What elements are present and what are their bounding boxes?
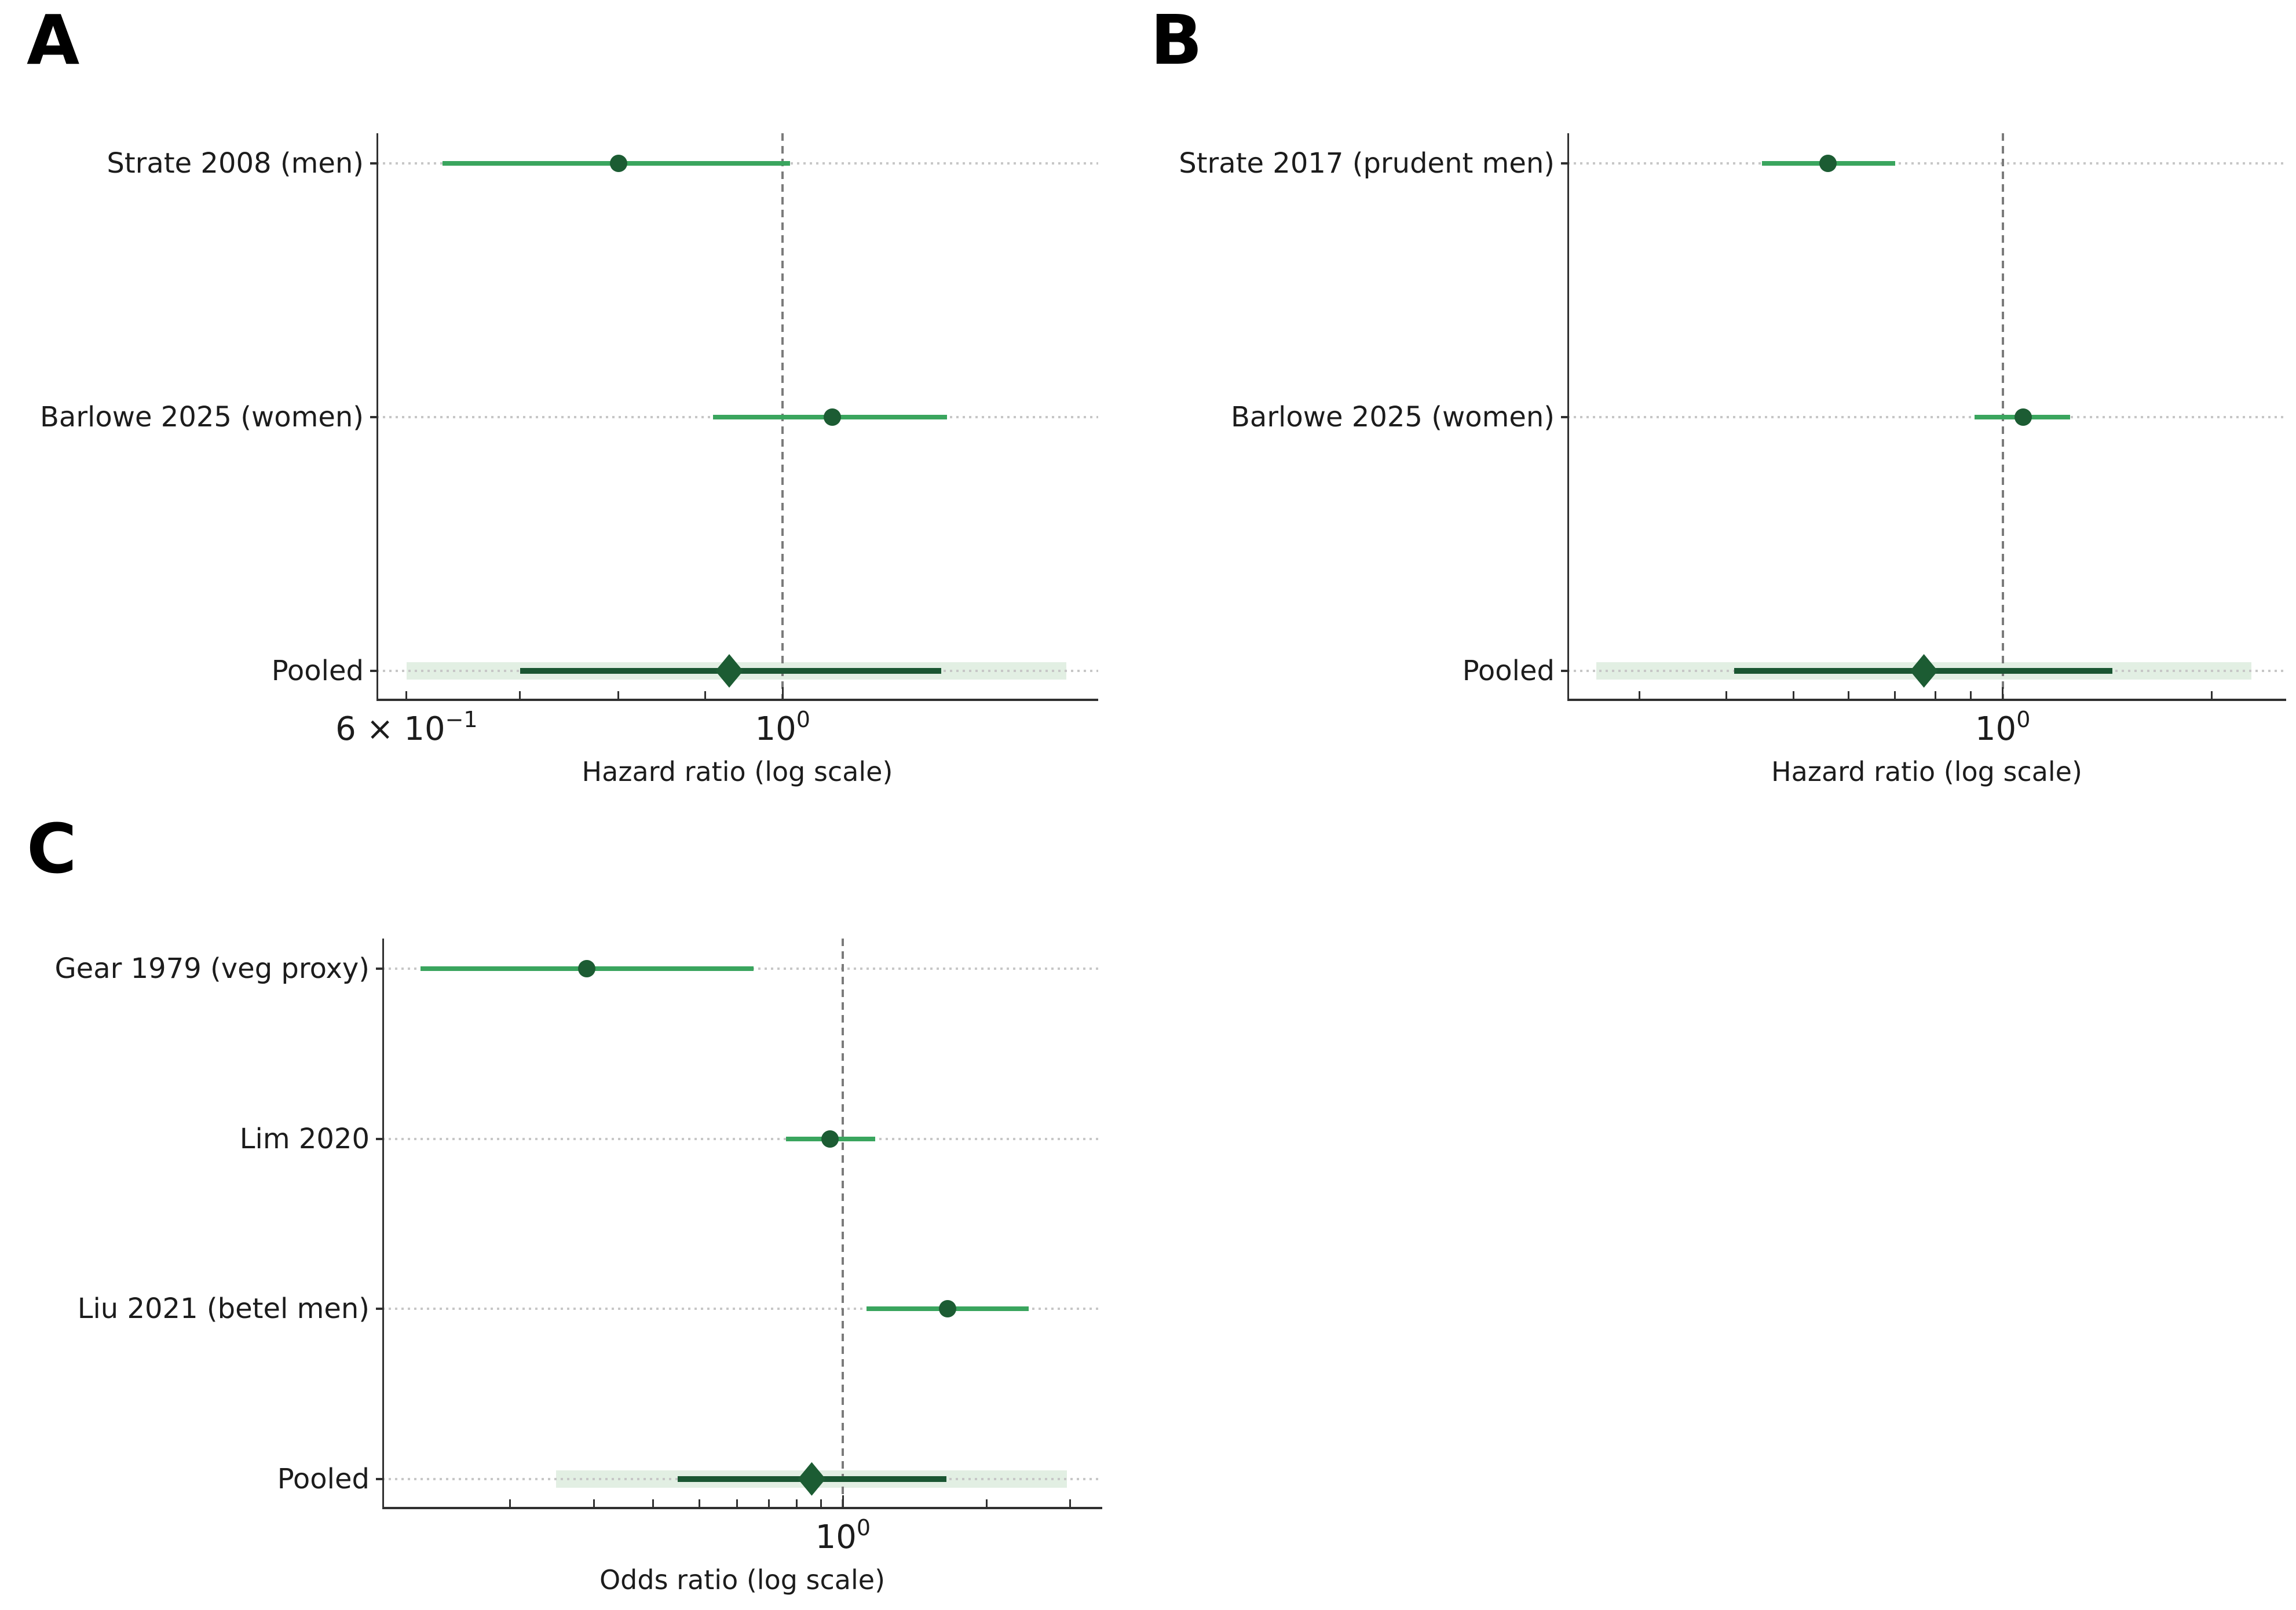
y-axis-tick — [370, 162, 376, 165]
x-minor-tick — [2210, 691, 2213, 699]
x-major-tick — [842, 1495, 844, 1507]
x-minor-tick — [617, 691, 620, 699]
x-major-tick — [2002, 687, 2004, 699]
x-minor-tick — [405, 691, 408, 699]
x-minor-tick — [985, 1499, 988, 1507]
x-minor-tick — [1725, 691, 1728, 699]
point-marker — [2014, 408, 2032, 426]
panel-c-letter: C — [27, 809, 77, 889]
x-minor-tick — [1639, 691, 1641, 699]
row-label: Lim 2020 — [239, 1122, 370, 1155]
row-label: Strate 2008 (men) — [107, 147, 364, 180]
y-axis-tick — [376, 1137, 382, 1140]
x-major-tick — [781, 687, 784, 699]
y-axis-tick — [376, 968, 382, 970]
y-axis-tick — [376, 1477, 382, 1480]
row-label: Gear 1979 (veg proxy) — [54, 952, 370, 985]
point-marker — [577, 960, 595, 978]
x-tick-label-exponent: 0 — [856, 1515, 871, 1540]
forest-plot-panel-b: Strate 2017 (prudent men) Barlowe 2025 (w… — [1179, 133, 2286, 787]
row-guide-dotline — [1567, 416, 2286, 418]
row-label: Pooled — [1462, 655, 1555, 688]
x-minor-tick — [704, 691, 706, 699]
x-tick-label-exponent: −1 — [445, 707, 478, 732]
row-label: Strate 2017 (prudent men) — [1179, 147, 1555, 180]
x-tick-label-base: 10 — [815, 1518, 857, 1556]
point-marker — [824, 408, 842, 426]
x-axis-line — [1567, 699, 2286, 701]
x-minor-tick — [1934, 691, 1936, 699]
unity-reference-line — [842, 939, 844, 1509]
x-minor-tick — [1848, 691, 1850, 699]
x-tick-label-exponent: 0 — [796, 707, 810, 732]
x-axis-title: Hazard ratio (log scale) — [1771, 756, 2082, 787]
x-minor-tick — [796, 1499, 798, 1507]
row-label: Pooled — [271, 655, 364, 688]
x-tick-label: 100 — [727, 1515, 959, 1561]
x-tick-label-base: 10 — [755, 710, 796, 748]
y-axis-tick — [376, 1308, 382, 1310]
x-minor-tick — [699, 1499, 701, 1507]
x-minor-tick — [820, 1499, 822, 1507]
x-axis-title: Odds ratio (log scale) — [599, 1564, 886, 1596]
panel-b-letter: B — [1150, 0, 1202, 80]
y-axis-tick — [1561, 416, 1567, 418]
pooled-diamond-marker — [715, 654, 743, 688]
x-axis-title: Hazard ratio (log scale) — [582, 756, 893, 787]
x-minor-tick — [1793, 691, 1795, 699]
x-minor-tick — [1069, 1499, 1072, 1507]
x-minor-tick — [519, 691, 521, 699]
x-tick-label: 6 × 10−1 — [291, 707, 522, 753]
panel-a-letter: A — [27, 0, 80, 80]
pooled-diamond-marker — [798, 1462, 826, 1496]
x-tick-label-base: 10 — [1975, 710, 2017, 748]
y-axis-tick — [370, 670, 376, 673]
x-minor-tick — [593, 1499, 595, 1507]
row-label: Liu 2021 (betel men) — [77, 1293, 370, 1326]
point-marker — [939, 1300, 957, 1318]
point-marker — [821, 1130, 839, 1148]
x-minor-tick — [1970, 691, 1972, 699]
row-label: Pooled — [277, 1462, 370, 1495]
y-axis-tick — [370, 416, 376, 418]
x-minor-tick — [736, 1499, 738, 1507]
y-axis-line — [376, 133, 378, 701]
x-axis-line — [376, 699, 1098, 701]
y-axis-line — [382, 939, 384, 1509]
row-guide-dotline — [1567, 162, 2286, 165]
y-axis-tick — [1561, 162, 1567, 165]
y-axis-line — [1567, 133, 1569, 701]
y-axis-tick — [1561, 670, 1567, 673]
row-label: Barlowe 2025 (women) — [1230, 401, 1555, 433]
pooled-diamond-marker — [1910, 654, 1938, 688]
point-marker — [1819, 154, 1837, 172]
x-minor-tick — [652, 1499, 655, 1507]
x-tick-label: 100 — [1887, 707, 2119, 753]
row-label: Barlowe 2025 (women) — [39, 401, 364, 433]
x-minor-tick — [509, 1499, 511, 1507]
x-axis-line — [382, 1507, 1102, 1509]
x-tick-label: 100 — [667, 707, 898, 753]
forest-plot-panel-c: Gear 1979 (veg proxy) Lim 2020 Liu 2021 (b… — [54, 939, 1102, 1595]
row-guide-dotline — [382, 1308, 1102, 1310]
x-tick-label-exponent: 0 — [2016, 707, 2031, 732]
row-guide-dotline — [382, 1137, 1102, 1140]
x-tick-label-base: 6 × 10 — [335, 710, 445, 748]
x-minor-tick — [1894, 691, 1896, 699]
point-marker — [609, 154, 627, 172]
x-minor-tick — [768, 1499, 770, 1507]
forest-plot-panel-a: Strate 2008 (men) Barlowe 2025 (women) Poo… — [40, 133, 1098, 787]
